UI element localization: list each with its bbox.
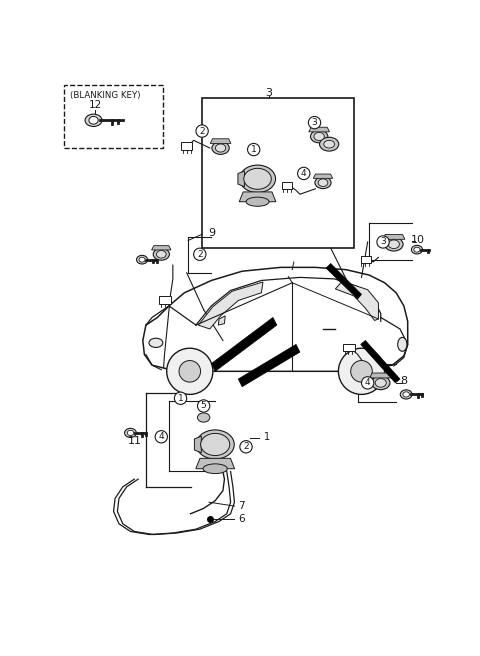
Ellipse shape — [153, 249, 169, 260]
Ellipse shape — [149, 338, 163, 348]
Circle shape — [351, 361, 372, 382]
Ellipse shape — [315, 176, 331, 188]
Ellipse shape — [85, 114, 102, 127]
Polygon shape — [211, 318, 277, 371]
Bar — [181, 142, 192, 150]
Text: 12: 12 — [88, 100, 102, 110]
Text: 4: 4 — [365, 379, 371, 388]
Ellipse shape — [324, 140, 335, 148]
Text: 2: 2 — [243, 442, 249, 451]
Bar — [282, 182, 292, 189]
Text: 4: 4 — [301, 169, 307, 178]
Text: 7: 7 — [238, 501, 245, 511]
Circle shape — [361, 377, 374, 389]
Text: 10: 10 — [411, 236, 425, 245]
Ellipse shape — [388, 240, 399, 249]
Ellipse shape — [156, 251, 166, 258]
Polygon shape — [370, 373, 392, 378]
Polygon shape — [194, 436, 201, 453]
Ellipse shape — [216, 144, 226, 152]
Circle shape — [174, 392, 187, 405]
Text: 11: 11 — [127, 436, 141, 445]
Text: 6: 6 — [238, 514, 245, 524]
Text: 1: 1 — [178, 394, 183, 403]
Circle shape — [197, 400, 210, 412]
Text: 5: 5 — [201, 401, 206, 411]
Polygon shape — [152, 245, 171, 250]
Circle shape — [240, 441, 252, 453]
Polygon shape — [336, 281, 378, 321]
Ellipse shape — [246, 197, 269, 206]
Circle shape — [298, 167, 310, 180]
Polygon shape — [218, 316, 225, 325]
Bar — [361, 256, 371, 263]
Circle shape — [179, 361, 201, 382]
Ellipse shape — [400, 390, 412, 399]
Text: 1: 1 — [251, 145, 257, 154]
Ellipse shape — [201, 434, 230, 455]
Polygon shape — [143, 268, 408, 371]
Polygon shape — [238, 344, 300, 387]
Ellipse shape — [136, 255, 147, 264]
Ellipse shape — [89, 117, 98, 124]
Bar — [64, 85, 163, 148]
Ellipse shape — [311, 130, 328, 143]
Text: 3: 3 — [265, 88, 273, 98]
Circle shape — [338, 348, 384, 394]
Ellipse shape — [372, 376, 390, 390]
Ellipse shape — [196, 430, 234, 459]
Polygon shape — [361, 340, 400, 383]
Ellipse shape — [139, 257, 145, 262]
Polygon shape — [196, 459, 235, 469]
Ellipse shape — [384, 237, 403, 251]
Text: 4: 4 — [158, 432, 164, 441]
Bar — [159, 296, 171, 304]
Bar — [343, 344, 355, 352]
Ellipse shape — [375, 379, 386, 387]
Text: 8: 8 — [400, 377, 408, 386]
Circle shape — [248, 144, 260, 155]
Ellipse shape — [197, 413, 210, 422]
Polygon shape — [383, 234, 405, 239]
Polygon shape — [239, 192, 276, 202]
Ellipse shape — [403, 392, 409, 397]
Polygon shape — [198, 282, 263, 329]
Ellipse shape — [314, 133, 324, 140]
Ellipse shape — [244, 169, 271, 190]
Text: 1: 1 — [264, 432, 270, 441]
Text: 3: 3 — [380, 237, 386, 247]
Ellipse shape — [414, 247, 420, 252]
Polygon shape — [313, 174, 333, 178]
Polygon shape — [309, 127, 330, 132]
Circle shape — [167, 348, 213, 394]
Text: 3: 3 — [312, 118, 317, 127]
Polygon shape — [326, 264, 361, 299]
Ellipse shape — [127, 430, 134, 436]
Text: 2: 2 — [197, 250, 203, 258]
Circle shape — [196, 125, 208, 137]
Ellipse shape — [411, 245, 422, 254]
Polygon shape — [238, 171, 244, 187]
Bar — [202, 98, 354, 248]
Text: 9: 9 — [208, 228, 215, 237]
Circle shape — [193, 248, 206, 260]
Ellipse shape — [240, 165, 276, 193]
Text: (BLANKING KEY): (BLANKING KEY) — [70, 91, 140, 100]
Polygon shape — [210, 139, 231, 144]
Text: 2: 2 — [199, 127, 205, 136]
Circle shape — [308, 117, 321, 129]
Ellipse shape — [125, 428, 136, 438]
Ellipse shape — [203, 464, 228, 474]
Circle shape — [155, 430, 168, 443]
Ellipse shape — [212, 142, 229, 154]
Ellipse shape — [320, 137, 339, 151]
Ellipse shape — [398, 337, 407, 352]
Circle shape — [377, 236, 389, 248]
Ellipse shape — [318, 179, 328, 186]
